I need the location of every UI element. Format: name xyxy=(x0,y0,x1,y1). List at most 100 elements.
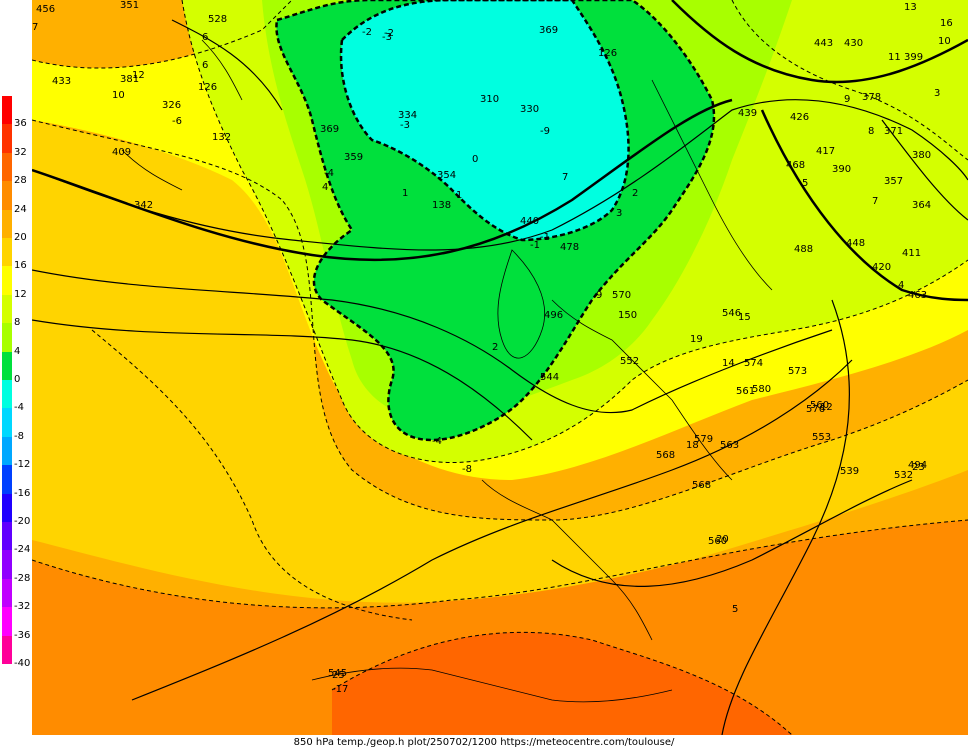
temperature-label: 10 xyxy=(938,36,951,47)
geopotential-label: 342 xyxy=(134,200,153,211)
geopotential-label: 440 xyxy=(520,216,539,227)
geopotential-label: 126 xyxy=(598,48,617,59)
geopotential-label: 369 xyxy=(320,124,339,135)
geopotential-label: 574 xyxy=(744,358,763,369)
temperature-label: 5 xyxy=(732,604,738,615)
geopotential-label: 532 xyxy=(894,470,913,481)
geopotential-label: 417 xyxy=(816,146,835,157)
geopotential-label: 568 xyxy=(692,480,711,491)
temperature-label: 19 xyxy=(690,334,703,345)
colorbar-label: -16 xyxy=(14,487,31,499)
colorbar-label: 4 xyxy=(14,345,21,357)
temperature-label: -4 xyxy=(432,436,442,447)
temperature-label: -3 xyxy=(400,120,410,131)
temperature-label: -9 xyxy=(540,126,550,137)
temperature-label: 25 xyxy=(332,670,345,681)
geopotential-label: 568 xyxy=(656,450,675,461)
temperature-label: 23 xyxy=(912,462,925,473)
colorbar-label: -32 xyxy=(14,601,31,613)
geopotential-label: 539 xyxy=(840,466,859,477)
temperature-label: 8 xyxy=(868,126,874,137)
geopotential-label: 310 xyxy=(480,94,499,105)
weather-map: 456 351 528 126 381 433 326 132 409 342 369 359 334 3… xyxy=(32,0,968,735)
colorbar-segment xyxy=(2,436,12,466)
temperature-label: 11 xyxy=(888,52,901,63)
geopotential-label: 334 xyxy=(398,110,417,121)
geopotential-label: 468 xyxy=(786,160,805,171)
geopotential-label: 544 xyxy=(540,372,559,383)
geopotential-label: 354 xyxy=(437,170,456,181)
freezing-isotherm xyxy=(275,0,716,442)
temperature-label: 10 xyxy=(112,90,125,101)
colorbar-label: -4 xyxy=(14,402,24,414)
colorbar-segment xyxy=(2,578,12,608)
temperature-label: 6 xyxy=(202,60,208,71)
geopotential-label: 351 xyxy=(120,0,139,11)
colorbar-label: -20 xyxy=(14,516,31,527)
colorbar-segment xyxy=(2,96,12,125)
geopotential-label: 496 xyxy=(544,310,563,321)
geopotential-label: 380 xyxy=(912,150,931,161)
geopotential-label: 430 xyxy=(844,38,863,49)
geopotential-label: 132 xyxy=(212,132,231,143)
coastlines xyxy=(121,39,773,703)
colorbar-label: 32 xyxy=(14,146,27,158)
geopotential-label: 126 xyxy=(198,82,217,93)
geopotential-label: 573 xyxy=(788,366,807,377)
isotherm-lines xyxy=(32,0,968,735)
colorbar-label: 28 xyxy=(14,175,27,187)
temperature-label: -2 xyxy=(362,27,372,38)
geopotential-label: 576 xyxy=(806,404,825,415)
colorbar-label: -36 xyxy=(14,629,31,641)
colorbar-label: 36 xyxy=(14,118,27,130)
fill-minus4 xyxy=(341,0,629,240)
geopotential-label: 463 xyxy=(908,290,927,301)
temperature-label: 13 xyxy=(904,2,917,13)
colorbar-segment xyxy=(2,522,12,551)
colorbar-label: 8 xyxy=(14,317,21,329)
temperature-label: -17 xyxy=(332,684,348,695)
geopotential-label: 433 xyxy=(52,76,71,87)
geopotential-label: 580 xyxy=(752,384,771,395)
geopotential-label: 545 xyxy=(328,668,347,679)
fill-16 xyxy=(32,120,968,603)
geopotential-lines xyxy=(32,19,968,735)
colorbar-label: 12 xyxy=(14,288,27,300)
colorbar-label: 20 xyxy=(14,232,27,243)
colorbar-label: -8 xyxy=(14,430,24,442)
geopotential-label: 448 xyxy=(846,238,865,249)
map-labels: 456 3515281263814333261324093423693593343… xyxy=(32,0,953,695)
geopotential-label: 371 xyxy=(884,126,903,137)
colorbar-segment xyxy=(2,493,12,522)
colorbar-segment xyxy=(2,351,12,380)
temperature-label: 1 xyxy=(402,188,408,199)
geopotential-label: 579 xyxy=(694,434,713,445)
geopotential-label: 478 xyxy=(560,242,579,253)
temperature-label: 2 xyxy=(492,342,498,353)
colorbar-segment xyxy=(2,266,12,295)
geopotential-label: 138 xyxy=(432,200,451,211)
temperature-colorbar: 36 32 28 24 20 16 12 8 4 0 -4 -8 -12 -16 -20 -24 -28 -32 -… xyxy=(0,96,32,669)
temperature-label: 2 xyxy=(632,188,638,199)
colorbar-segment xyxy=(2,152,12,182)
colorbar-segment xyxy=(2,635,12,664)
temperature-label: 0 xyxy=(472,154,478,165)
colorbar-segment xyxy=(2,380,12,409)
geopotential-label: 528 xyxy=(208,14,227,25)
colorbar-label: -28 xyxy=(14,572,31,584)
colorbar-segment xyxy=(2,465,12,494)
temperature-label: 7 xyxy=(32,22,38,33)
colorbar-segment xyxy=(2,294,12,324)
temperature-label: -3 xyxy=(382,32,392,43)
geopotential-label: 381 xyxy=(120,74,139,85)
geopotential-bold-lines xyxy=(32,0,968,302)
temperature-label: -6 xyxy=(172,116,182,127)
temperature-label: 12 xyxy=(132,70,145,81)
geopotential-label: 552 xyxy=(620,356,639,367)
fill-24 xyxy=(32,520,968,735)
temperature-label: 7 xyxy=(872,196,878,207)
geopotential-label: 546 xyxy=(722,308,741,319)
colorbar-segment xyxy=(2,607,12,636)
geopotential-label: 359 xyxy=(344,152,363,163)
colorbar-label: 0 xyxy=(14,374,21,385)
